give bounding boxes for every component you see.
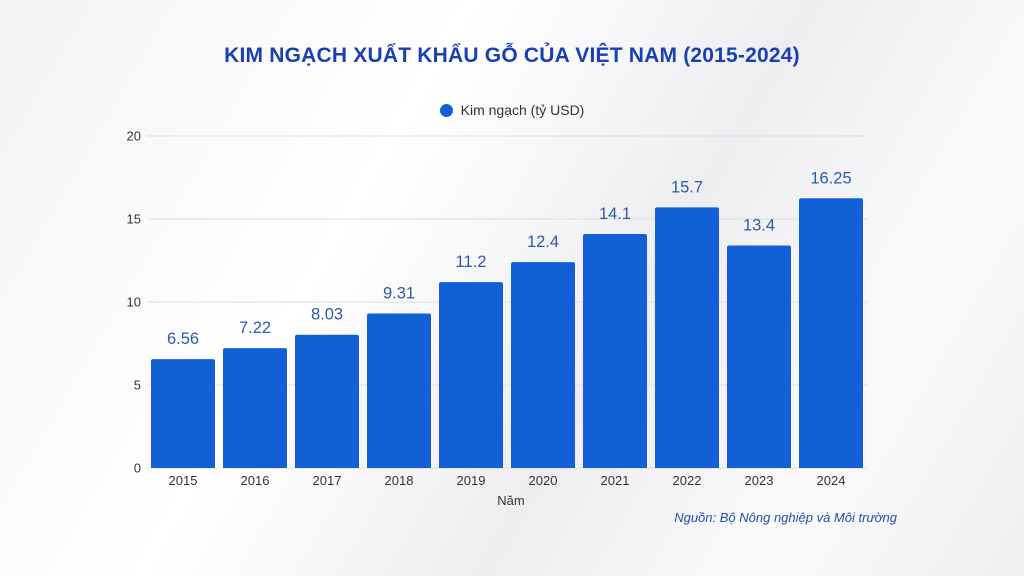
data-label: 8.03 — [311, 306, 343, 324]
bar — [367, 313, 431, 468]
x-tick-label: 2021 — [601, 473, 630, 488]
data-label: 15.7 — [671, 178, 703, 196]
y-tick-label: 0 — [134, 461, 141, 476]
source-note: Nguồn: Bộ Nông nghiệp và Môi trường — [674, 510, 897, 525]
x-tick-label: 2024 — [817, 473, 846, 488]
y-tick-label: 10 — [127, 295, 141, 310]
data-label: 7.22 — [239, 319, 271, 337]
data-label: 12.4 — [527, 233, 559, 251]
legend: Kim ngạch (tỷ USD) — [0, 102, 1024, 118]
bar — [655, 207, 719, 468]
x-tick-label: 2018 — [385, 473, 414, 488]
bar — [151, 359, 215, 468]
data-labels: 6.56 7.22 8.03 9.31 11.2 12.4 14.1 15.7 13.4 16.2… — [167, 169, 852, 348]
bar — [727, 245, 791, 468]
bar — [295, 334, 359, 468]
data-label: 11.2 — [456, 253, 487, 271]
y-tick-label: 20 — [127, 129, 141, 144]
x-tick-label: 2017 — [313, 473, 342, 488]
bar — [439, 282, 503, 468]
y-tick-label: 5 — [134, 378, 141, 393]
bar — [223, 348, 287, 468]
legend-swatch — [439, 103, 453, 117]
x-axis-title: Năm — [497, 493, 524, 508]
bar — [583, 233, 647, 468]
data-label: 16.25 — [810, 169, 851, 187]
chart-title: KIM NGẠCH XUẤT KHẨU GỖ CỦA VIỆT NAM (201… — [224, 44, 800, 67]
data-label: 14.1 — [599, 205, 631, 223]
x-tick-label: 2023 — [745, 473, 774, 488]
data-label: 6.56 — [167, 330, 199, 348]
data-label: 13.4 — [743, 217, 775, 235]
data-label: 9.31 — [383, 284, 415, 302]
bars — [151, 198, 863, 468]
bar — [511, 262, 575, 468]
x-tick-label: 2022 — [673, 473, 702, 488]
x-tick-label: 2015 — [169, 473, 198, 488]
bar — [799, 198, 863, 468]
x-tick-label: 2020 — [529, 473, 558, 488]
x-axis-labels: 2015 2016 2017 2018 2019 2020 2021 2022 2023 2024 — [169, 473, 846, 488]
x-tick-label: 2019 — [457, 473, 486, 488]
x-tick-label: 2016 — [241, 473, 270, 488]
y-axis-ticks: 0 5 10 15 20 — [127, 129, 141, 476]
y-tick-label: 15 — [127, 212, 141, 227]
legend-label: Kim ngạch (tỷ USD) — [460, 102, 585, 118]
